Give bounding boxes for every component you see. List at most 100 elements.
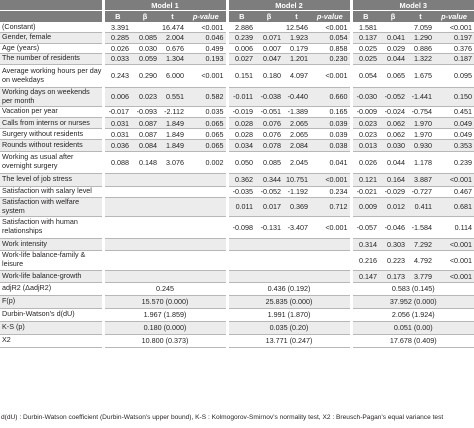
table-cell: 0.234 [329, 187, 348, 196]
table-cell: 0.499 [205, 43, 224, 53]
table-cell: 0.285 [101, 32, 131, 43]
table-cell: -0.024 [384, 107, 406, 117]
table-cell: -3.407 [287, 222, 309, 232]
column-header: B [225, 10, 256, 22]
table-cell [131, 270, 159, 282]
stat-value: 2.056 (1.924) [349, 308, 474, 321]
table-cell: 0.065 [387, 71, 406, 80]
table-row: Working days on weekends per month 0.006 0… [0, 87, 474, 106]
table-cell [159, 173, 186, 186]
table-cell: 0.065 [205, 129, 224, 139]
table-cell [131, 173, 159, 186]
row-label: Surgery without residents [2, 128, 84, 138]
table-cell: 0.886 [414, 43, 433, 53]
table-cell: 16.474 [162, 22, 184, 32]
table-cell: -0.017 [101, 106, 131, 118]
stat-value: 0.180 (0.000) [101, 321, 228, 334]
stat-value: 13.771 (0.247) [225, 334, 352, 347]
table-cell [159, 238, 186, 250]
table-row: Work intensity 0.314 0.303 7.292 <0.001 [0, 238, 474, 250]
table-cell [159, 186, 186, 197]
table-cell [101, 173, 131, 186]
table-cell: <0.001 [449, 239, 473, 249]
table-cell [283, 270, 310, 282]
table-cell: 0.411 [414, 202, 433, 211]
stat-value: 15.570 (0.000) [101, 295, 228, 308]
table-cell: 0.858 [329, 43, 348, 53]
table-cell: 0.031 [101, 128, 131, 140]
table-cell: -0.035 [225, 186, 256, 197]
table-cell: 0.451 [454, 107, 473, 117]
stat-value: 10.800 (0.373) [101, 334, 228, 347]
table-cell [131, 186, 159, 197]
stat-row: adjR2 (Δadj​R2) 0.245 0.436 (0.192) 0.583 (… [0, 282, 474, 295]
table-row: The level of job stress 0.362 0.344 10.751 <… [0, 173, 474, 186]
table-cell: 0.151 [225, 64, 256, 87]
column-header: β [255, 10, 284, 22]
table-cell: 0.006 [101, 87, 131, 106]
table-cell [131, 250, 159, 270]
stat-value: 0.035 (0.20) [225, 321, 352, 334]
table-cell [101, 197, 131, 216]
table-cell [255, 270, 283, 282]
table-cell: 0.193 [205, 54, 224, 64]
table-cell [101, 216, 131, 238]
table-cell: 1.849 [166, 129, 184, 139]
stat-value: 37.952 (0.000) [349, 295, 474, 308]
stat-value: 25.835 (0.000) [225, 295, 352, 308]
table-cell: 0.239 [225, 32, 256, 43]
table-cell: 0.059 [139, 54, 157, 64]
stat-label: adjR2 (Δadj​R2) [2, 283, 52, 293]
table-cell: 0.095 [454, 71, 473, 80]
table-cell [283, 238, 310, 250]
table-cell: 1.970 [414, 118, 433, 128]
table-cell: 0.239 [454, 157, 473, 167]
table-row: (Constant) 3.391 16.474 <0.001 2.886 12.546 <0… [0, 22, 474, 33]
table-cell [101, 270, 131, 282]
table-cell: 0.039 [329, 129, 348, 139]
table-cell: 0.243 [101, 64, 131, 87]
table-cell: -0.030 [349, 87, 380, 106]
table-cell: 0.551 [166, 92, 184, 101]
table-cell: 0.197 [454, 33, 473, 43]
table-cell: 0.002 [205, 157, 224, 167]
table-cell: 1.970 [414, 129, 433, 139]
table-cell: 0.147 [349, 270, 380, 282]
table-cell: 0.121 [349, 173, 380, 186]
table-cell: 1.923 [290, 33, 309, 43]
table-cell: 0.187 [454, 54, 473, 64]
table-cell: 0.085 [139, 33, 157, 43]
table-cell: 2.886 [225, 22, 256, 33]
table-cell: 0.179 [290, 43, 309, 53]
table-cell: -0.727 [411, 187, 433, 196]
column-header: t [407, 10, 435, 22]
table-cell [159, 216, 186, 238]
table-cell [255, 22, 283, 33]
table-cell: <0.001 [201, 71, 224, 80]
table-cell: -0.131 [260, 222, 282, 232]
table-cell: 0.009 [349, 197, 380, 216]
table-cell: 0.041 [329, 157, 348, 167]
table-cell [225, 238, 256, 250]
table-cell: 0.062 [387, 118, 406, 128]
table-row: Age (years) 0.026 0.030 0.676 0.499 0.006 0.00… [0, 43, 474, 54]
table-row: Average working hours per day on weekday… [0, 64, 474, 87]
table-cell: 0.049 [454, 118, 473, 128]
table-cell: 1.178 [414, 157, 433, 167]
stat-value: 0.051 (0.00) [349, 321, 474, 334]
table-cell: 3.076 [166, 157, 184, 167]
table-cell [310, 250, 351, 270]
table-cell: 0.150 [454, 92, 473, 101]
table-cell [131, 22, 159, 33]
table-cell [101, 238, 131, 250]
model-header: Model 2 [225, 0, 352, 11]
table-cell: 0.030 [387, 140, 406, 150]
table-cell: 0.930 [414, 140, 433, 150]
row-label: The level of job stress [2, 174, 72, 184]
stat-label: F(p) [2, 296, 16, 306]
table-cell: -1.389 [287, 107, 309, 117]
table-cell: 1.581 [349, 22, 380, 33]
table-row: Working as usual after overnight surgery… [0, 151, 474, 173]
model-header: Model 1 [101, 0, 228, 11]
table-cell [101, 250, 131, 270]
